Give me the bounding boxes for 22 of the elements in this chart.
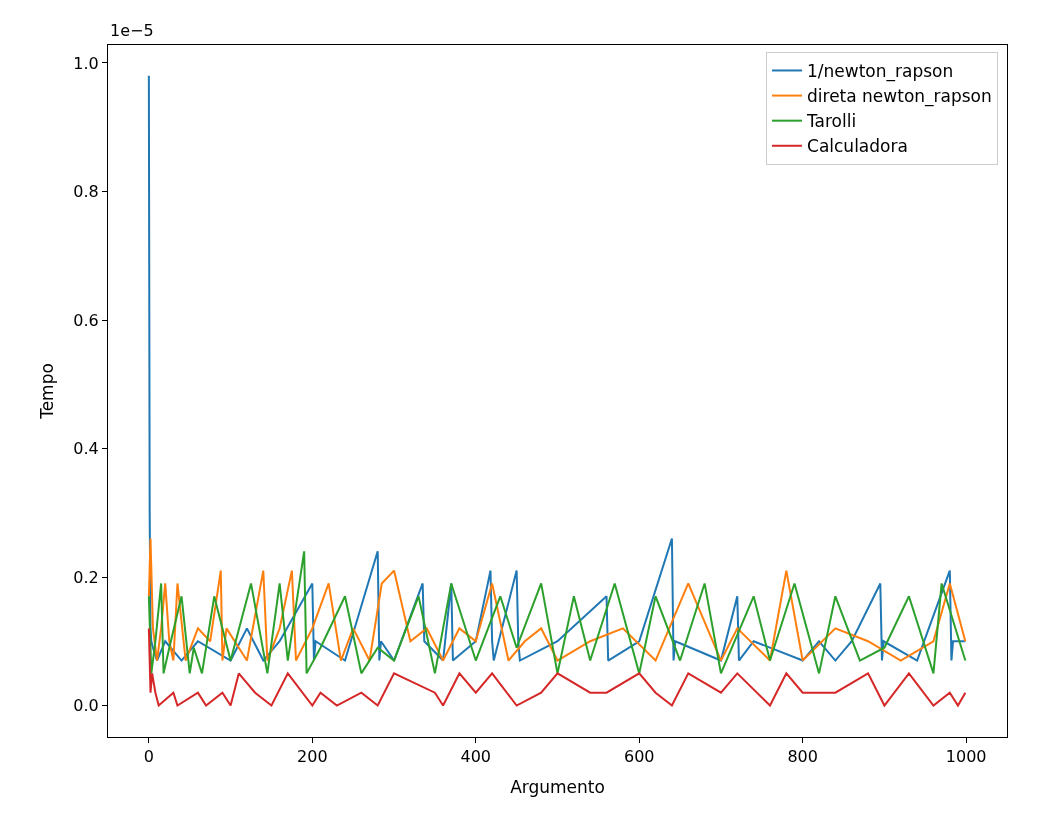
y-tick-label: 0.6 [73, 310, 99, 330]
y-tick-label: 1.0 [73, 53, 99, 73]
legend-label: direta newton_rapson [807, 86, 992, 108]
y-tick-label: 0.0 [73, 696, 99, 716]
line-series [147, 627, 967, 707]
y-tick-label: 0.8 [73, 182, 99, 202]
x-tick-label: 400 [460, 747, 492, 767]
x-tick-label: 800 [787, 747, 818, 767]
x-tick-label: 0 [143, 747, 154, 767]
y-axis-title: Tempo [36, 363, 57, 420]
legend-label: Tarolli [806, 111, 857, 132]
x-axis-title: Argumento [510, 776, 605, 797]
y-tick-label: 0.2 [73, 567, 99, 587]
legend-label: 1/newton_rapson [807, 61, 954, 83]
legend-label: Calculadora [807, 136, 908, 157]
x-tick-label: 600 [623, 747, 655, 767]
y-tick-label: 0.4 [73, 439, 99, 459]
line-series [147, 537, 967, 662]
line-series [147, 550, 967, 675]
text: 1e−5 [110, 21, 154, 40]
x-tick-label: 200 [297, 747, 328, 767]
x-tick-label: 1000 [945, 747, 987, 767]
